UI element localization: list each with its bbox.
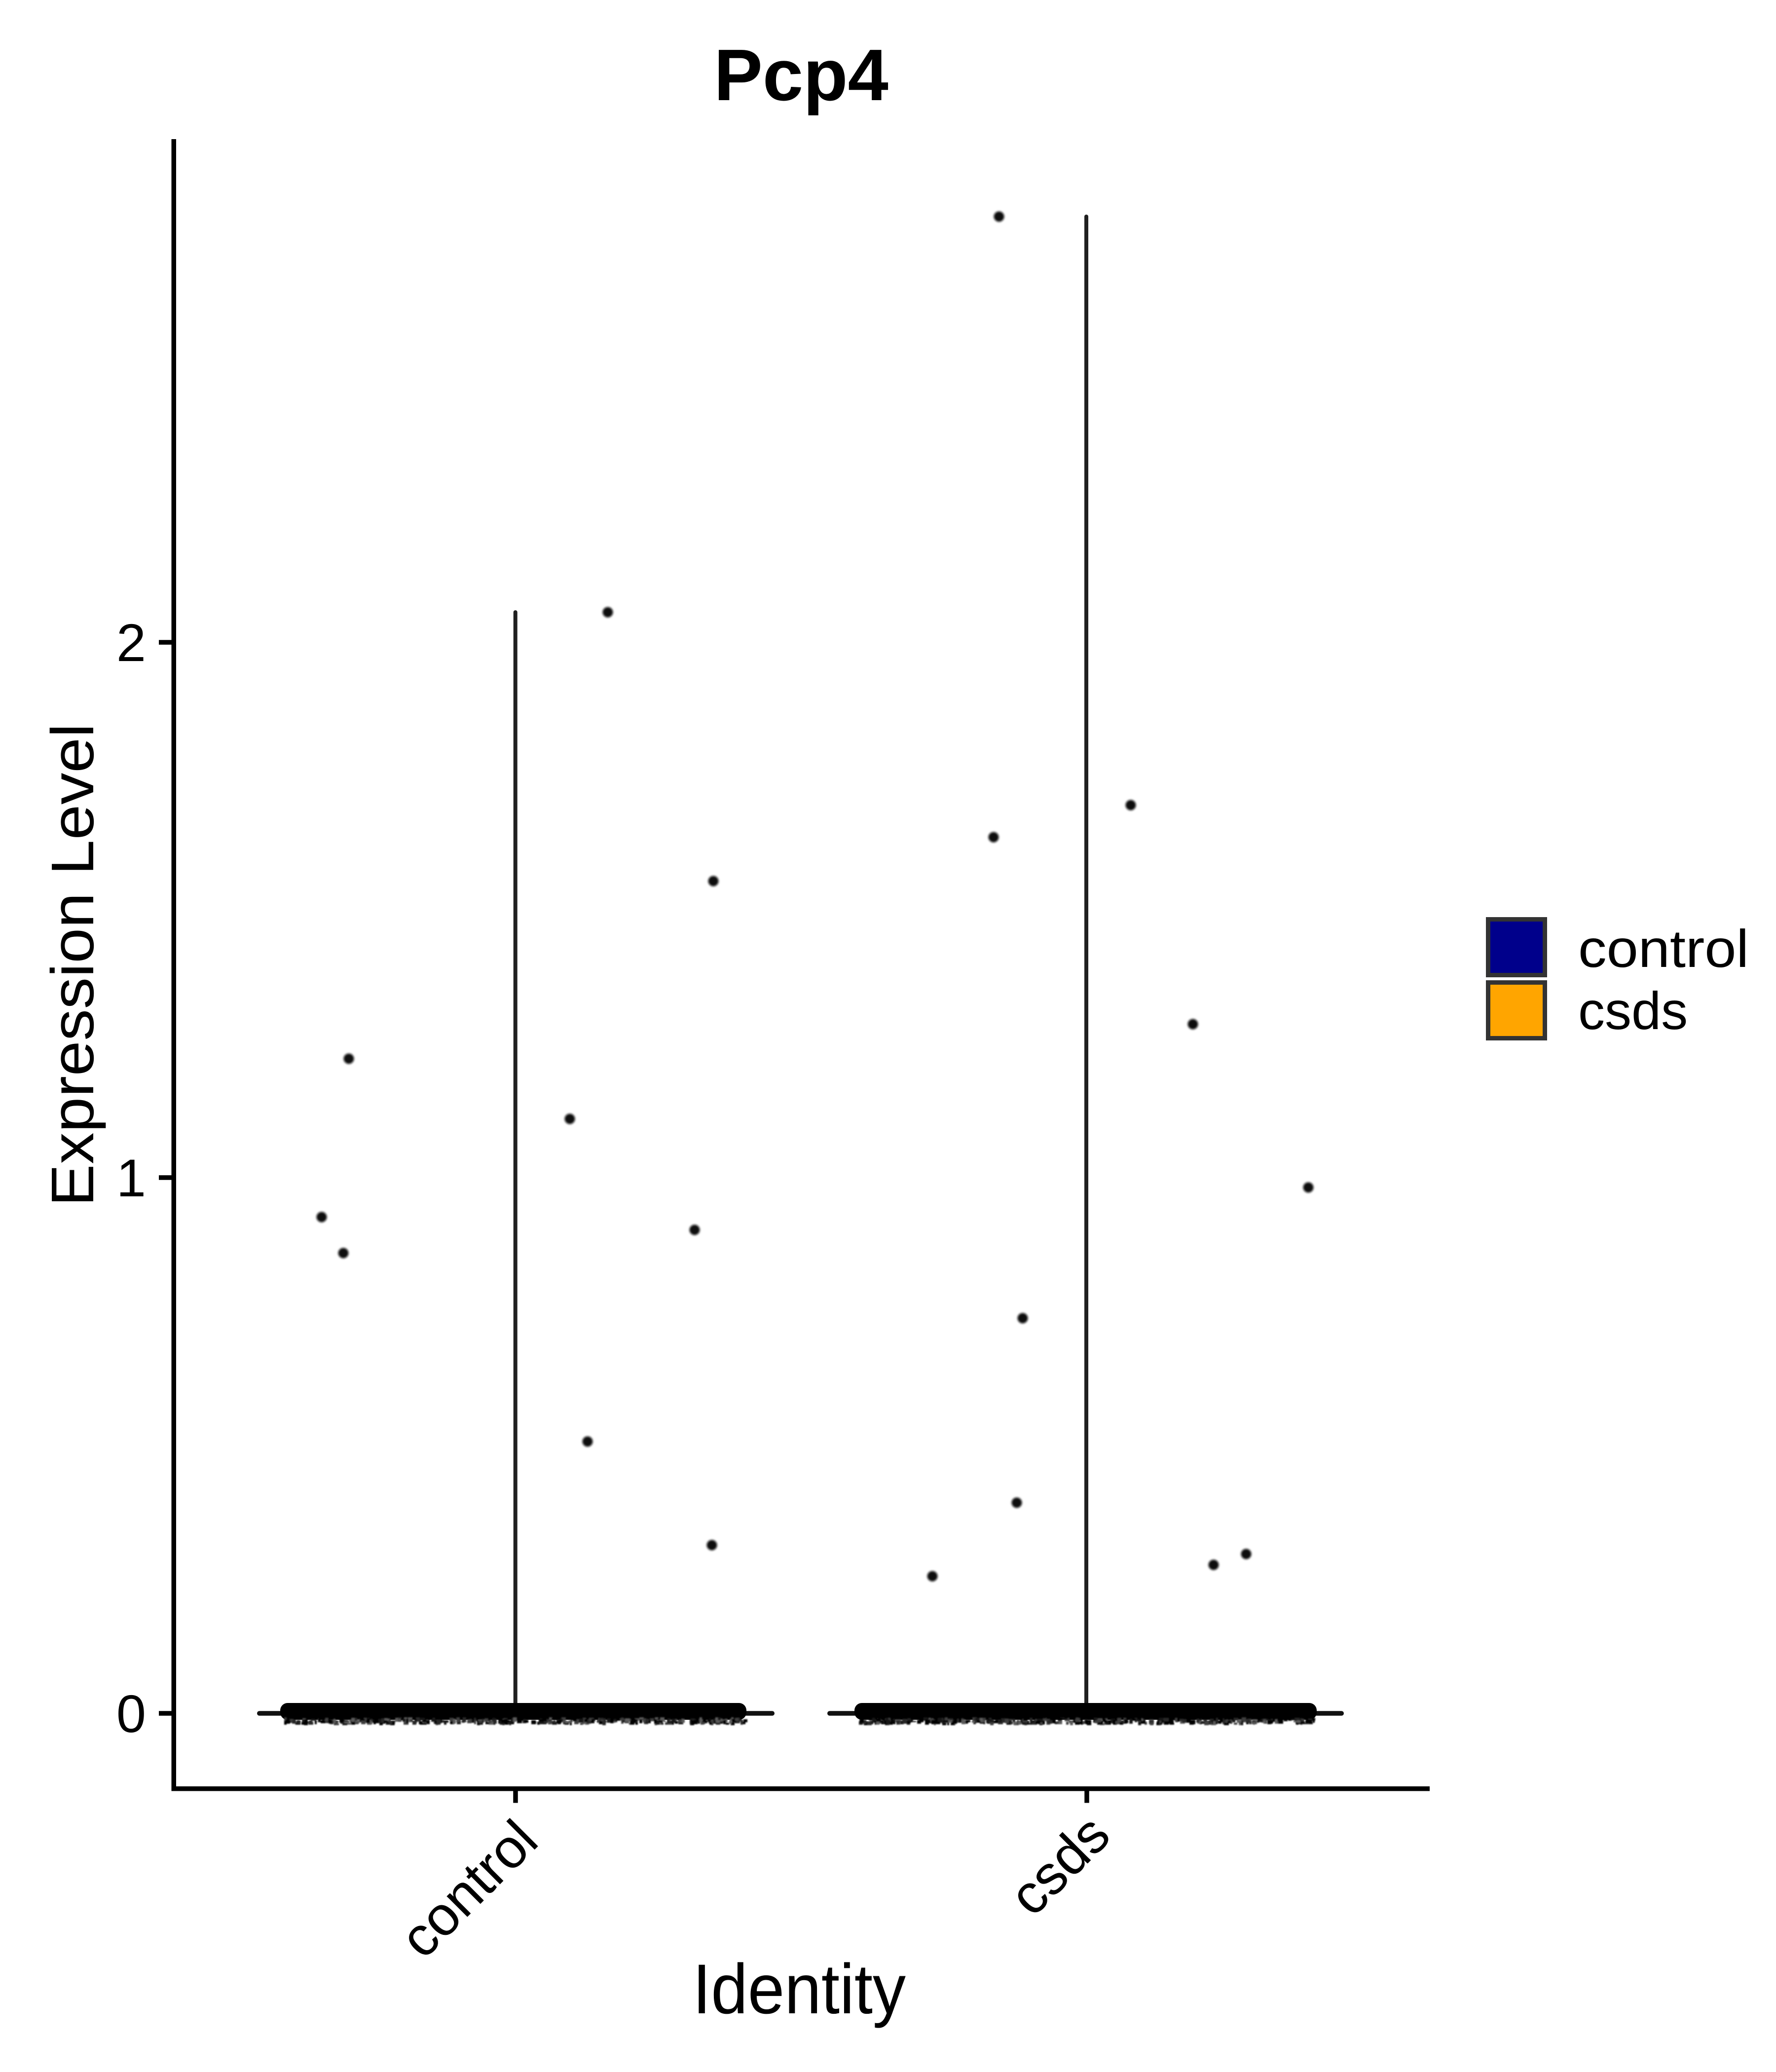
- svg-text:0: 0: [116, 1684, 146, 1743]
- svg-text:Expression Level: Expression Level: [39, 724, 106, 1207]
- svg-text:Pcp4: Pcp4: [714, 35, 888, 116]
- svg-text:csds: csds: [1578, 981, 1688, 1040]
- svg-text:Identity: Identity: [693, 1950, 906, 2029]
- svg-text:2: 2: [116, 613, 146, 672]
- svg-text:1: 1: [116, 1148, 146, 1208]
- svg-text:control: control: [1578, 919, 1749, 978]
